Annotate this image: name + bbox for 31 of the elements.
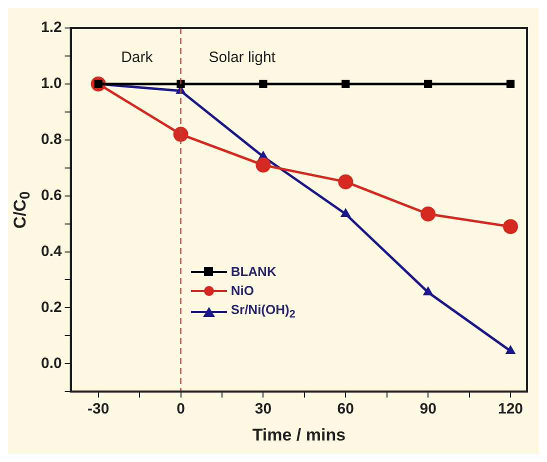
x-tick-label: 60: [337, 400, 354, 418]
point: [424, 80, 432, 88]
annotation: Dark: [121, 49, 154, 66]
point: [420, 206, 436, 222]
legend-label: NiO: [230, 283, 254, 298]
annotation: Solar light: [208, 49, 276, 66]
y-tick-label: 0.2: [40, 298, 62, 316]
point: [506, 80, 515, 88]
point: [259, 80, 268, 88]
legend-label: Sr/Ni(OH)$_{2}$: [230, 302, 296, 321]
x-tick-label: 120: [498, 400, 524, 418]
y-tick-label: 0.4: [40, 242, 62, 260]
point: [173, 126, 188, 142]
x-tick-label: -30: [87, 400, 110, 418]
y-tick-label: 0.0: [40, 354, 62, 372]
y-tick-label: 1.0: [40, 75, 62, 92]
point: [342, 80, 350, 88]
point: [256, 158, 271, 173]
x-tick-label: 30: [254, 400, 272, 418]
x-tick-label: 0: [176, 400, 185, 418]
x-tick-label: 90: [420, 400, 436, 418]
legend-label: BLANK: [230, 264, 276, 280]
point: [338, 174, 354, 190]
point: [423, 286, 433, 296]
y-tick-label: 0.6: [40, 186, 62, 204]
y-tick-label: 1.2: [40, 19, 62, 36]
point: [503, 219, 518, 234]
x-axis-title: Time / mins: [252, 425, 346, 444]
point: [506, 346, 516, 354]
y-tick-label: 0.8: [40, 131, 62, 148]
point: [340, 208, 350, 217]
